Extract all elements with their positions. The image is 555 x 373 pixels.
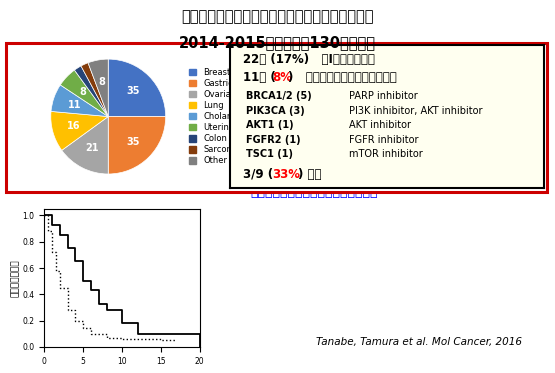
Wedge shape xyxy=(108,59,165,116)
Legend: Breast, Gastric, Ovarian, Lung, Cholangio, Uterine, Colon, Sarcoma, Other: Breast, Gastric, Ovarian, Lung, Cholangi… xyxy=(185,65,249,169)
Text: 2014-2015に解析した130例の結果: 2014-2015に解析した130例の結果 xyxy=(179,35,376,50)
Text: 33%: 33% xyxy=(273,167,301,181)
Text: 3/9 (: 3/9 ( xyxy=(243,167,273,181)
Wedge shape xyxy=(81,63,108,116)
X-axis label: （月）: （月） xyxy=(113,371,132,373)
Text: FGFR inhibitor: FGFR inhibitor xyxy=(350,135,419,145)
Text: mTOR inhibitor: mTOR inhibitor xyxy=(350,149,423,159)
Text: ) 奏効: ) 奏効 xyxy=(297,167,321,181)
Wedge shape xyxy=(88,59,108,116)
Text: Tanabe, Tamura et al. Mol Cancer, 2016: Tanabe, Tamura et al. Mol Cancer, 2016 xyxy=(316,337,522,347)
Text: 8: 8 xyxy=(79,87,86,97)
Text: 21: 21 xyxy=(85,143,99,153)
Text: )   遺伝子異常と合う試験に参加: ) 遺伝子異常と合う試験に参加 xyxy=(289,71,397,84)
Text: クリニカルシークエンスの臨床的な有用性の証明: クリニカルシークエンスの臨床的な有用性の証明 xyxy=(181,9,374,24)
Text: 35: 35 xyxy=(127,87,140,96)
Text: 上記以外                    ：1.9カ月（6%）: 上記以外 ：1.9カ月（6%） xyxy=(227,121,392,131)
Wedge shape xyxy=(51,112,108,150)
Text: 8: 8 xyxy=(98,76,105,87)
Wedge shape xyxy=(60,70,108,116)
Text: 16: 16 xyxy=(67,121,80,131)
Text: 8%: 8% xyxy=(273,71,292,84)
Text: -: - xyxy=(30,209,33,217)
Text: TSC1 (1): TSC1 (1) xyxy=(246,149,293,159)
Wedge shape xyxy=(62,116,108,174)
Wedge shape xyxy=(74,66,108,116)
Text: 11名 (: 11名 ( xyxy=(243,71,276,84)
Wedge shape xyxy=(51,85,108,116)
Text: FGFR2 (1): FGFR2 (1) xyxy=(246,135,301,145)
Text: AKT1 (1): AKT1 (1) xyxy=(246,120,294,130)
Text: PIK3CA (3): PIK3CA (3) xyxy=(246,106,305,116)
Text: 遺伝子異常と合う薬剤の第I相試験参加：5.5カ月（33%）: 遺伝子異常と合う薬剤の第I相試験参加：5.5カ月（33%） xyxy=(227,97,412,107)
Y-axis label: 無増悪生存割合: 無増悪生存割合 xyxy=(11,259,20,297)
Text: 臨床試験に参加すると予後が改善した: 臨床試験に参加すると予後が改善した xyxy=(250,186,377,198)
Text: PARP inhibitor: PARP inhibitor xyxy=(350,91,418,101)
Text: 遺伝子の異常に対応した抗がん剤の: 遺伝子の異常に対応した抗がん剤の xyxy=(250,158,370,171)
Text: 11: 11 xyxy=(68,100,82,110)
Wedge shape xyxy=(108,116,165,174)
Text: 35: 35 xyxy=(127,137,140,147)
Text: PI3K inhibitor, AKT inhibitor: PI3K inhibitor, AKT inhibitor xyxy=(350,106,483,116)
Text: 22名 (17%)   第I相試験に参加: 22名 (17%) 第I相試験に参加 xyxy=(243,53,375,66)
Text: AKT inhibitor: AKT inhibitor xyxy=(350,120,411,130)
Text: BRCA1/2 (5): BRCA1/2 (5) xyxy=(246,91,312,101)
Text: 無増悪生存期間（奏効割合）: 無増悪生存期間（奏効割合） xyxy=(227,76,313,86)
